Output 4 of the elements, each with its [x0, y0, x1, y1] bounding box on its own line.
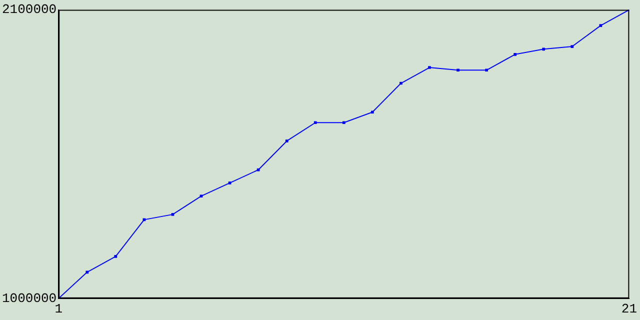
y-tick-label: 1000000 [2, 290, 57, 306]
x-tick-label: 1 [54, 302, 63, 317]
x-tick-label: 21 [621, 302, 638, 317]
y-tick-label: 2100000 [2, 2, 57, 18]
